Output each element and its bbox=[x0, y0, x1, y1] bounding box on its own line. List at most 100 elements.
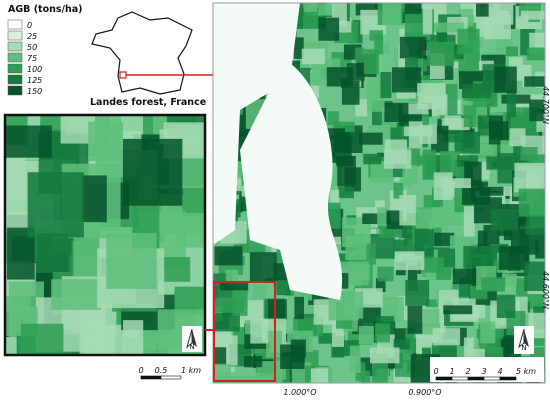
land-patch bbox=[405, 155, 425, 166]
inset-label: Landes forest, France bbox=[90, 97, 206, 108]
land-patch bbox=[20, 323, 64, 354]
land-patch bbox=[449, 235, 478, 249]
land-patch bbox=[326, 67, 353, 87]
land-patch bbox=[359, 132, 383, 145]
legend-swatch bbox=[7, 74, 23, 85]
land-patch bbox=[525, 214, 545, 235]
legend-swatch bbox=[7, 30, 23, 41]
land-patch bbox=[319, 128, 346, 140]
scale-label: 0 bbox=[138, 366, 143, 375]
land-patch bbox=[526, 47, 545, 61]
land-patch bbox=[404, 126, 433, 137]
land-patch bbox=[494, 66, 517, 93]
land-patch bbox=[462, 83, 492, 99]
legend-swatch bbox=[7, 19, 23, 30]
land-patch bbox=[456, 166, 466, 188]
land-patch bbox=[306, 3, 336, 16]
lon-label: 1.000°O bbox=[283, 388, 316, 397]
land-patch bbox=[399, 194, 416, 226]
land-patch bbox=[366, 83, 385, 112]
scale-label: 0 bbox=[433, 367, 438, 376]
land-patch bbox=[461, 187, 491, 205]
land-patch bbox=[268, 299, 287, 320]
north-label: N bbox=[189, 343, 194, 351]
land-patch bbox=[424, 248, 434, 259]
land-patch bbox=[391, 67, 422, 93]
land-patch bbox=[386, 210, 403, 230]
map-frame bbox=[212, 2, 546, 384]
land-patch bbox=[433, 172, 453, 201]
land-patch bbox=[175, 216, 204, 248]
scale-segment bbox=[160, 375, 182, 380]
land-patch bbox=[443, 305, 473, 315]
land-patch bbox=[476, 3, 489, 17]
land-patch bbox=[522, 64, 532, 88]
land-patch bbox=[477, 230, 488, 253]
land-patch bbox=[402, 103, 429, 115]
land-patch bbox=[358, 325, 374, 345]
land-patch bbox=[440, 150, 460, 177]
north-arrow: N bbox=[514, 326, 534, 354]
land-patch bbox=[452, 268, 479, 285]
land-patch bbox=[382, 296, 404, 322]
land-patch bbox=[405, 327, 416, 354]
land-patch bbox=[463, 105, 477, 128]
land-patch bbox=[524, 76, 545, 87]
land-patch bbox=[229, 375, 248, 383]
land-patch bbox=[361, 370, 371, 383]
land-patch bbox=[407, 265, 418, 291]
north-arrow: N bbox=[182, 326, 202, 352]
land-patch bbox=[341, 80, 360, 105]
land-patch bbox=[535, 228, 545, 259]
scale-segment bbox=[467, 376, 485, 381]
legend-swatch bbox=[7, 63, 23, 74]
land-patch bbox=[458, 53, 480, 77]
land-patch bbox=[454, 131, 480, 154]
legend-label: 150 bbox=[27, 87, 42, 96]
land-patch bbox=[524, 261, 545, 291]
scale-label: 2 bbox=[465, 367, 470, 376]
land-patch bbox=[363, 49, 379, 75]
land-patch bbox=[501, 94, 531, 104]
land-patch bbox=[374, 323, 390, 343]
land-patch bbox=[520, 147, 538, 161]
france-outline bbox=[91, 11, 193, 95]
land-patch bbox=[407, 305, 423, 334]
land-patch bbox=[382, 3, 402, 26]
land-patch bbox=[355, 47, 364, 63]
legend-label: 100 bbox=[27, 65, 42, 74]
land-patch bbox=[419, 124, 437, 144]
land-patch bbox=[219, 281, 249, 291]
land-patch bbox=[422, 149, 436, 180]
land-patch bbox=[106, 233, 157, 289]
zoom-scale-bar: 0 0.5 1 km bbox=[138, 366, 201, 380]
land-patch bbox=[491, 209, 518, 231]
land-patch bbox=[304, 3, 318, 12]
lon-label: 0.900°O bbox=[408, 388, 441, 397]
land-patch bbox=[536, 113, 545, 132]
lat-label: 44.700°N bbox=[541, 86, 550, 124]
zoom-map bbox=[6, 116, 204, 354]
land-patch bbox=[481, 277, 506, 292]
land-patch bbox=[349, 345, 361, 373]
land-patch bbox=[486, 156, 513, 170]
scale-segment bbox=[451, 376, 469, 381]
land-patch bbox=[338, 186, 354, 199]
zoom-frame bbox=[3, 113, 207, 357]
land-patch bbox=[529, 99, 544, 122]
land-patch bbox=[377, 207, 387, 227]
land-patch bbox=[396, 87, 416, 99]
land-patch bbox=[405, 280, 430, 306]
legend-title: AGB (tons/ha) bbox=[8, 4, 83, 15]
land-patch bbox=[394, 251, 425, 271]
land-patch bbox=[463, 245, 493, 269]
land-patch bbox=[333, 121, 355, 133]
scale-label: 3 bbox=[481, 367, 486, 376]
land-patch bbox=[380, 71, 392, 99]
land-patch bbox=[369, 347, 400, 364]
land-patch bbox=[384, 102, 409, 123]
land-patch bbox=[426, 41, 455, 66]
land-patch bbox=[521, 10, 545, 20]
land-patch bbox=[509, 128, 526, 147]
